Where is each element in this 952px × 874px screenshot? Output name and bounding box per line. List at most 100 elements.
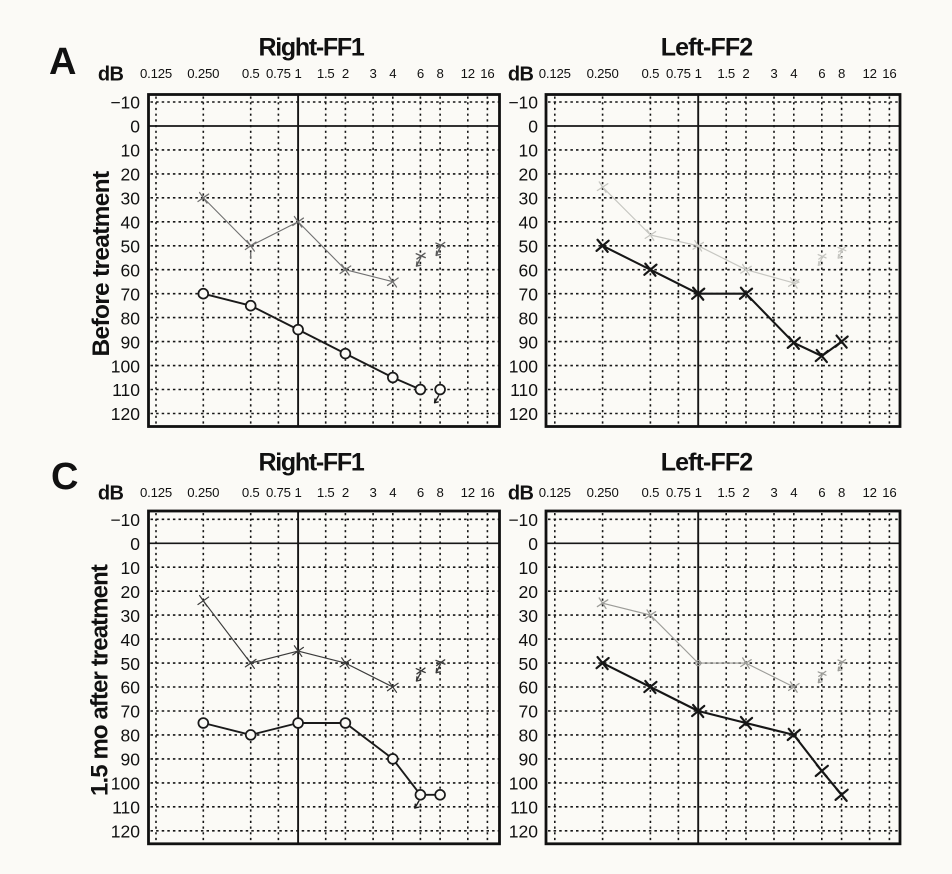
- svg-text:1.5: 1.5: [717, 485, 735, 500]
- svg-text:90: 90: [121, 750, 141, 770]
- svg-text:16: 16: [480, 66, 494, 81]
- svg-text:C: C: [51, 456, 78, 498]
- svg-text:90: 90: [519, 750, 539, 770]
- svg-text:60: 60: [519, 678, 539, 698]
- svg-text:16: 16: [480, 485, 494, 500]
- svg-text:−10: −10: [508, 510, 538, 530]
- svg-text:1: 1: [295, 66, 302, 81]
- svg-text:0: 0: [130, 117, 140, 137]
- svg-text:60: 60: [519, 260, 539, 280]
- svg-text:1.5 mo after treatment: 1.5 mo after treatment: [87, 564, 114, 796]
- svg-text:10: 10: [519, 141, 539, 161]
- svg-text:3: 3: [370, 485, 377, 500]
- svg-text:1.5: 1.5: [317, 66, 335, 81]
- svg-text:12: 12: [461, 485, 475, 500]
- svg-text:−10: −10: [110, 510, 140, 530]
- svg-text:80: 80: [121, 308, 141, 328]
- svg-text:120: 120: [509, 404, 538, 424]
- svg-text:70: 70: [519, 284, 539, 304]
- svg-text:10: 10: [121, 141, 141, 161]
- svg-text:3: 3: [770, 66, 777, 81]
- svg-text:2: 2: [742, 66, 749, 81]
- svg-text:110: 110: [510, 798, 538, 818]
- svg-text:0.75: 0.75: [266, 66, 291, 81]
- svg-text:60: 60: [121, 260, 141, 280]
- svg-text:16: 16: [882, 66, 896, 81]
- svg-text:70: 70: [519, 702, 539, 722]
- svg-text:6: 6: [818, 485, 825, 500]
- svg-text:1: 1: [295, 485, 302, 500]
- svg-text:110: 110: [112, 798, 140, 818]
- svg-text:0: 0: [528, 117, 538, 137]
- svg-text:110: 110: [510, 380, 538, 400]
- svg-text:0.250: 0.250: [587, 485, 619, 500]
- svg-text:120: 120: [509, 822, 538, 842]
- svg-text:0.5: 0.5: [242, 66, 260, 81]
- svg-text:20: 20: [121, 165, 141, 185]
- svg-text:3: 3: [370, 66, 377, 81]
- svg-text:40: 40: [519, 630, 539, 650]
- svg-text:100: 100: [111, 774, 140, 794]
- svg-text:20: 20: [519, 582, 539, 602]
- svg-text:12: 12: [862, 485, 876, 500]
- svg-text:80: 80: [519, 308, 539, 328]
- svg-text:1: 1: [695, 485, 702, 500]
- svg-text:4: 4: [790, 66, 797, 81]
- svg-text:Right-FF1: Right-FF1: [259, 449, 365, 477]
- svg-text:6: 6: [417, 485, 424, 500]
- svg-text:1: 1: [695, 66, 702, 81]
- svg-text:0.125: 0.125: [539, 66, 571, 81]
- svg-text:6: 6: [818, 66, 825, 81]
- svg-text:50: 50: [519, 654, 539, 674]
- svg-text:0.250: 0.250: [587, 66, 619, 81]
- svg-text:dB: dB: [508, 483, 534, 505]
- svg-text:1.5: 1.5: [717, 66, 735, 81]
- svg-text:0.75: 0.75: [266, 485, 291, 500]
- svg-text:80: 80: [519, 726, 539, 746]
- svg-text:3: 3: [770, 485, 777, 500]
- svg-text:2: 2: [342, 66, 349, 81]
- svg-text:30: 30: [121, 189, 141, 209]
- svg-text:120: 120: [111, 822, 140, 842]
- svg-text:−10: −10: [508, 93, 538, 113]
- svg-text:90: 90: [121, 332, 141, 352]
- svg-text:12: 12: [461, 66, 475, 81]
- svg-text:12: 12: [862, 66, 876, 81]
- svg-text:8: 8: [838, 485, 845, 500]
- svg-text:30: 30: [519, 189, 539, 209]
- svg-text:0.125: 0.125: [140, 485, 172, 500]
- svg-text:70: 70: [121, 702, 141, 722]
- svg-text:2: 2: [742, 485, 749, 500]
- svg-text:0.5: 0.5: [642, 485, 660, 500]
- svg-text:8: 8: [437, 485, 444, 500]
- svg-text:6: 6: [417, 66, 424, 81]
- svg-text:50: 50: [121, 654, 141, 674]
- svg-text:dB: dB: [508, 64, 534, 86]
- svg-text:120: 120: [111, 404, 140, 424]
- svg-text:0.75: 0.75: [666, 66, 691, 81]
- svg-text:0.250: 0.250: [187, 66, 219, 81]
- svg-text:A: A: [49, 41, 76, 83]
- svg-text:90: 90: [519, 332, 539, 352]
- svg-text:Left-FF2: Left-FF2: [661, 449, 752, 477]
- svg-text:Left-FF2: Left-FF2: [661, 34, 752, 62]
- svg-text:50: 50: [121, 237, 141, 257]
- svg-text:40: 40: [121, 213, 141, 233]
- svg-text:0.250: 0.250: [187, 485, 219, 500]
- svg-text:30: 30: [121, 606, 141, 626]
- svg-text:−10: −10: [110, 93, 140, 113]
- svg-text:20: 20: [519, 165, 539, 185]
- svg-text:20: 20: [121, 582, 141, 602]
- svg-text:8: 8: [838, 66, 845, 81]
- svg-text:50: 50: [519, 237, 539, 257]
- svg-text:110: 110: [112, 380, 140, 400]
- svg-text:40: 40: [121, 630, 141, 650]
- svg-text:60: 60: [121, 678, 141, 698]
- svg-text:0.125: 0.125: [140, 66, 172, 81]
- svg-text:dB: dB: [98, 483, 124, 505]
- svg-text:16: 16: [882, 485, 896, 500]
- svg-text:4: 4: [790, 485, 797, 500]
- svg-text:8: 8: [437, 66, 444, 81]
- svg-text:10: 10: [121, 558, 141, 578]
- svg-text:40: 40: [519, 213, 539, 233]
